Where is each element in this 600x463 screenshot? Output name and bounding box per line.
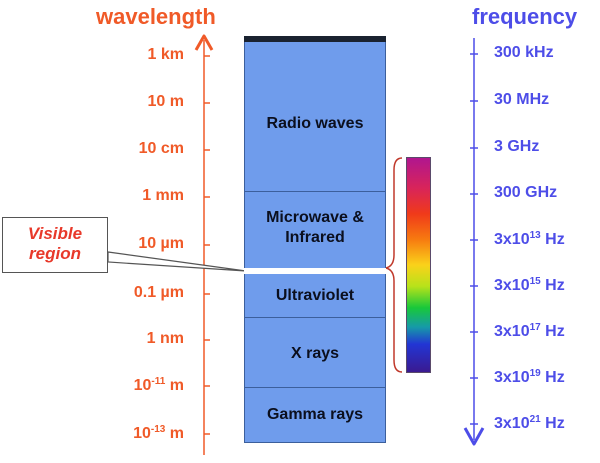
- band-label-radio-waves: Radio waves: [266, 115, 364, 132]
- band-ultraviolet: [244, 274, 386, 318]
- visible-spectrum-bar: [406, 157, 431, 373]
- band-microwave-infrared: [244, 192, 386, 268]
- wavelength-label: 0.1 µm: [133, 284, 184, 301]
- callout-line-1: Visible: [27, 224, 83, 243]
- frequency-axis-title: frequency: [472, 4, 578, 29]
- wavelength-label: 10 cm: [138, 140, 184, 157]
- frequency-arrow-icon: [463, 427, 485, 446]
- visible-region-callout: [2, 217, 108, 273]
- frequency-label: 3x1013 Hz: [494, 230, 565, 248]
- band-divider: [244, 442, 386, 443]
- callout-pointer: [107, 251, 247, 272]
- frequency-label: 300 GHz: [494, 184, 558, 201]
- wavelength-label: 1 mm: [142, 187, 184, 204]
- frequency-label: 30 MHz: [494, 91, 550, 108]
- band-label-x-rays: X rays: [290, 345, 340, 362]
- band-gamma-rays: [244, 388, 386, 443]
- wavelength-axis-title: wavelength: [96, 4, 216, 29]
- visible-region-label: Visible region: [2, 224, 108, 264]
- band-label-gamma-rays: Gamma rays: [266, 406, 364, 423]
- band-divider: [244, 317, 386, 318]
- spectrum-column-top: [244, 36, 386, 42]
- wavelength-label: 10-13 m: [133, 424, 184, 442]
- frequency-label: 3x1017 Hz: [494, 322, 565, 340]
- wavelength-label: 10 µm: [138, 235, 184, 252]
- band-label-microwave-infrared: Microwave & Infrared: [266, 209, 364, 246]
- wavelength-arrow-icon: [194, 34, 214, 51]
- band-label-ultraviolet: Ultraviolet: [275, 287, 355, 304]
- band-radio-waves: [244, 42, 386, 192]
- band-x-rays: [244, 318, 386, 388]
- wavelength-label: 1 km: [147, 46, 184, 63]
- wavelength-label: 1 nm: [146, 330, 184, 347]
- frequency-label: 300 kHz: [494, 44, 554, 61]
- frequency-label: 3x1019 Hz: [494, 368, 565, 386]
- frequency-label: 3 GHz: [494, 138, 540, 155]
- wavelength-label: 10 m: [147, 93, 184, 110]
- callout-line-2: region: [29, 244, 81, 263]
- band-divider: [244, 191, 386, 192]
- wavelength-label: 10-11 m: [133, 376, 184, 394]
- visible-region-gap: [244, 268, 386, 274]
- frequency-label: 3x1015 Hz: [494, 276, 565, 294]
- band-divider: [244, 387, 386, 388]
- frequency-label: 3x1021 Hz: [494, 414, 565, 432]
- visible-brace: [385, 157, 403, 373]
